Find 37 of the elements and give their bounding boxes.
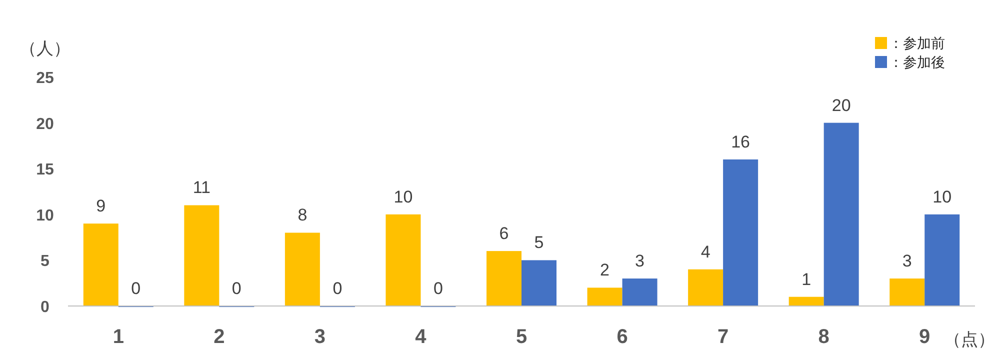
- x-tick-label: 5: [516, 326, 528, 348]
- x-tick-label: 2: [214, 326, 225, 348]
- data-label: 4: [700, 242, 710, 262]
- y-tick-label: 0: [40, 299, 50, 316]
- x-tick-label: 6: [616, 326, 628, 348]
- data-label: 3: [902, 252, 912, 271]
- data-label: 11: [192, 178, 210, 198]
- x-tick-label: 9: [919, 326, 930, 348]
- data-label: 0: [131, 279, 141, 298]
- data-label: 9: [96, 196, 106, 216]
- data-label: 1: [802, 270, 812, 289]
- data-label: 0: [332, 279, 342, 298]
- y-axis-title: （人）: [20, 39, 70, 58]
- data-label: 0: [433, 279, 443, 298]
- data-label: 6: [499, 224, 509, 244]
- x-tick-label: 8: [818, 326, 830, 348]
- data-label: 5: [534, 233, 544, 252]
- data-label: 8: [298, 206, 308, 225]
- data-label: 0: [232, 279, 242, 298]
- data-label: 20: [832, 96, 851, 115]
- data-label: 10: [394, 187, 413, 206]
- y-tick-label: 20: [36, 116, 54, 133]
- legend-label: ：参加前: [889, 35, 945, 51]
- x-tick-label: 1: [112, 326, 124, 348]
- data-label: 16: [731, 132, 750, 152]
- y-tick-label: 5: [40, 253, 50, 270]
- data-label: 10: [932, 187, 952, 206]
- x-tick-label: 4: [415, 326, 428, 348]
- x-tick-label: 3: [314, 326, 326, 348]
- x-axis-title: （点）: [944, 330, 995, 349]
- y-tick-label: 25: [36, 70, 54, 87]
- data-label: 3: [635, 252, 645, 271]
- legend-label: ：参加後: [889, 54, 945, 70]
- y-tick-label: 10: [36, 207, 54, 224]
- y-tick-label: 15: [36, 162, 54, 179]
- data-label: 2: [600, 260, 610, 280]
- x-tick-label: 7: [717, 326, 729, 348]
